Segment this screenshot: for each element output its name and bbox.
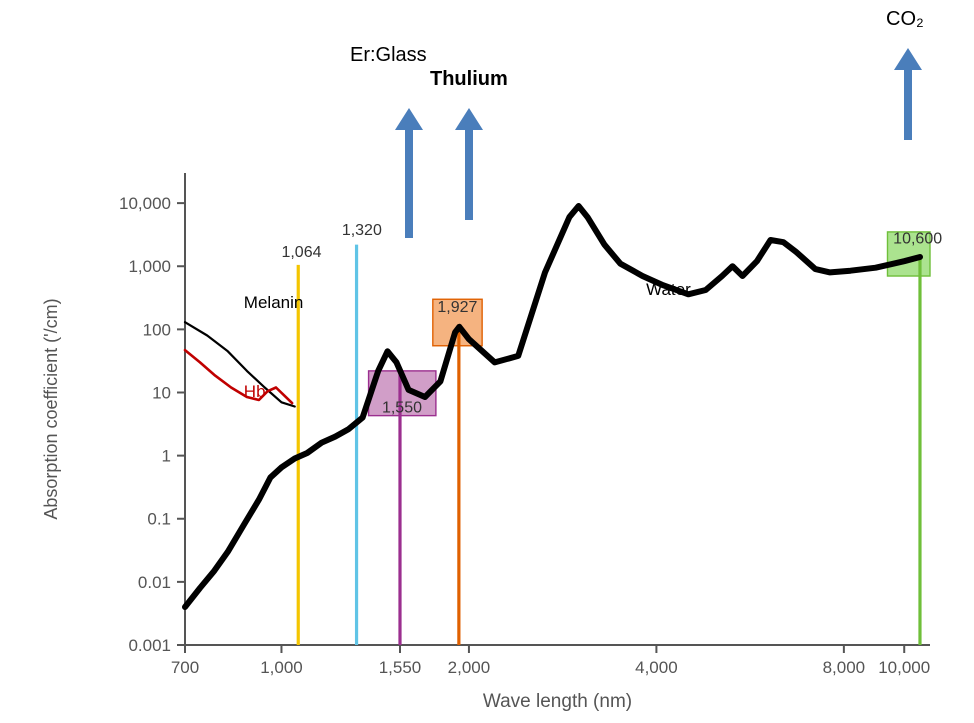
x-tick-label: 4,000 [635,658,678,677]
y-tick-label: 1 [162,447,171,466]
y-tick-label: 0.001 [128,636,171,655]
x-axis-title: Wave length (nm) [483,691,632,712]
series-label-water: Water [646,280,691,299]
x-tick-label: 10,000 [878,658,930,677]
x-tick-label: 1,550 [379,658,422,677]
y-tick-label: 0.01 [138,573,171,592]
series-label-hb: Hb [244,382,266,401]
annotation-co2: CO₂ [886,8,924,31]
annotation-thulium: Thulium [430,68,508,91]
y-axis-title: Absorption coefficient ('/cm) [41,298,61,519]
series-label-melanin: Melanin [244,293,304,312]
arrow-icon-co2 [894,48,922,140]
x-tick-label: 8,000 [823,658,866,677]
y-tick-label: 10,000 [119,194,171,213]
y-tick-label: 0.1 [147,510,171,529]
marker-label-1320: 1,320 [342,222,382,239]
arrow-icon-er-glass [395,108,423,238]
marker-label-10600: 10,600 [893,230,942,247]
curve-hb [185,350,292,403]
arrow-icon-thulium [455,108,483,220]
absorption-spectrum-plot: 0.001 0.01 0.1 1 10 100 1,000 10,000 700 1,000 1,5… [0,0,974,723]
marker-label-1927: 1,927 [437,299,477,316]
x-tick-label: 2,000 [448,658,491,677]
y-tick-label: 1,000 [128,257,171,276]
marker-label-1550: 1,550 [382,400,422,417]
marker-label-1064: 1,064 [281,244,321,261]
annotation-er-glass: Er:Glass [350,44,427,67]
x-tick-label: 1,000 [260,658,303,677]
chart-canvas: 0.001 0.01 0.1 1 10 100 1,000 10,000 700 1,000 1,5… [0,0,974,723]
y-tick-label: 10 [152,383,171,402]
x-tick-label: 700 [171,658,199,677]
y-tick-label: 100 [143,320,171,339]
